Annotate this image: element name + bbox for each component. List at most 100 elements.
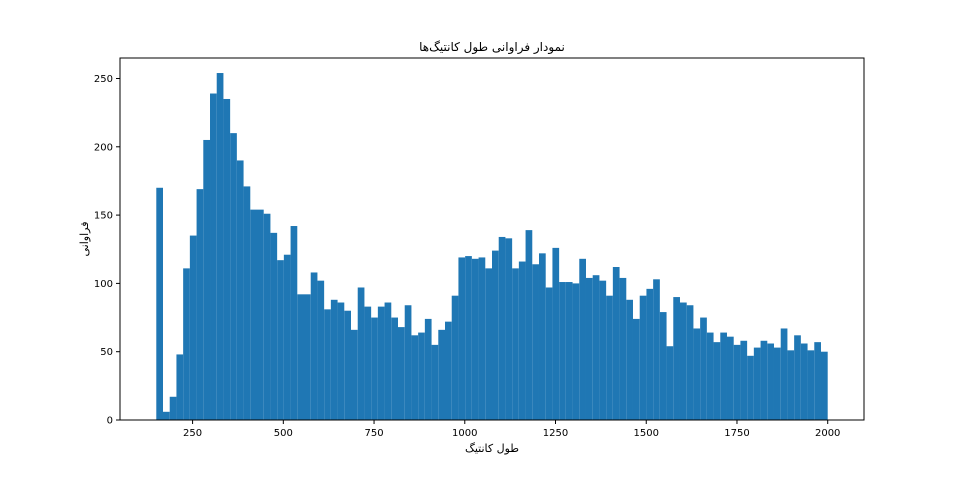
histogram-bar (163, 411, 170, 420)
x-tick-label: 1500 (634, 428, 659, 439)
histogram-bar (760, 340, 768, 420)
histogram-bar (183, 268, 190, 420)
histogram-bar (391, 317, 398, 420)
histogram-bar (525, 230, 533, 420)
x-axis-ticks: 250 500 750 1000 1250 1500 1750 2000 (183, 420, 840, 439)
histogram-bar (673, 297, 680, 420)
y-tick-label: 0 (107, 416, 113, 427)
histogram-bar (404, 305, 412, 420)
histogram-bar (794, 335, 801, 420)
y-tick-label: 150 (94, 211, 113, 222)
plot-frame (119, 57, 865, 421)
histogram-bar (807, 350, 815, 420)
histogram-bar (498, 236, 506, 420)
histogram-bar (727, 336, 734, 420)
histogram-bar (559, 282, 566, 420)
x-axis-label: طول کانتیگ (465, 442, 519, 455)
chart-title: نمودار فراوانی طول کانتیگ‌ها (419, 40, 565, 55)
histogram-bar (646, 288, 654, 420)
histogram-bar (431, 344, 439, 420)
histogram-bar (196, 189, 204, 420)
histogram-bar (236, 160, 244, 420)
histogram-bar (317, 280, 325, 420)
histogram-bar (626, 299, 633, 420)
histogram-bar (357, 287, 365, 420)
histogram-bar (203, 139, 210, 420)
histogram-bar (512, 268, 519, 420)
histogram-bar (780, 328, 788, 420)
histogram-bar (451, 295, 459, 420)
histogram-bar (680, 302, 687, 420)
histogram-bar (814, 342, 821, 420)
histogram-bar (277, 260, 284, 420)
histogram-bar (713, 342, 721, 420)
histogram-bar (619, 277, 627, 420)
histogram-bar (243, 186, 251, 420)
histogram-bar (418, 332, 425, 420)
histogram-bar (633, 318, 640, 420)
histogram-bar (653, 279, 660, 420)
x-tick-label: 250 (183, 428, 202, 439)
histogram-bar (189, 235, 197, 420)
histogram-bar (659, 312, 667, 420)
histogram-bar (565, 282, 573, 420)
histogram-bar (263, 213, 271, 420)
histogram-bar (545, 287, 553, 420)
histogram-bar (458, 257, 466, 420)
histogram-bar (612, 267, 620, 420)
y-tick-label: 50 (100, 347, 113, 358)
histogram-bar (753, 347, 761, 420)
histogram-bar (384, 302, 392, 420)
histogram-bar (552, 247, 560, 420)
histogram-bar (283, 254, 291, 420)
histogram-bar (304, 294, 311, 420)
histogram-bar (700, 317, 707, 420)
x-tick-label: 500 (274, 428, 293, 439)
histogram-bar (324, 309, 331, 420)
histogram-bar (330, 299, 338, 420)
histogram-bar (693, 328, 701, 420)
histogram-bar (337, 302, 345, 420)
histogram-bar (747, 355, 754, 420)
histogram-bar (270, 232, 278, 420)
histogram-bar (820, 351, 828, 420)
y-axis-ticks: 0 50 100 150 200 250 (94, 74, 120, 427)
histogram-bar (579, 258, 586, 420)
histogram-bar (485, 268, 492, 420)
histogram-bars (156, 73, 828, 421)
x-tick-label: 1750 (724, 428, 749, 439)
histogram-bar (230, 133, 237, 420)
histogram-bar (257, 209, 264, 420)
histogram-bar (733, 344, 741, 420)
histogram-bar (169, 396, 177, 420)
histogram-bar (371, 317, 378, 420)
histogram-bar (720, 332, 727, 420)
histogram-bar (599, 280, 607, 420)
histogram-bar (377, 306, 385, 420)
histogram-bar (767, 343, 774, 420)
histogram-bar (572, 283, 580, 420)
histogram-bar (492, 250, 499, 420)
histogram-bar (586, 277, 593, 420)
histogram-bar (438, 329, 445, 420)
histogram-bar (465, 256, 472, 420)
x-tick-label: 2000 (815, 428, 840, 439)
histogram-bar (800, 343, 808, 420)
y-tick-label: 250 (94, 74, 113, 85)
histogram-bar (505, 238, 513, 420)
histogram-bar (478, 257, 486, 420)
x-tick-label: 1250 (543, 428, 568, 439)
histogram-bar (787, 350, 795, 420)
histogram-bar (606, 295, 613, 420)
histogram-bar (445, 321, 452, 420)
x-tick-label: 1000 (452, 428, 477, 439)
histogram-bar (686, 305, 694, 420)
histogram-bar (351, 329, 358, 420)
histogram-bar (250, 209, 257, 420)
histogram-bar (290, 226, 298, 420)
histogram-bar (297, 294, 304, 420)
histogram-bar (471, 258, 479, 420)
histogram-bar (592, 275, 600, 420)
histogram-bar (666, 346, 674, 420)
